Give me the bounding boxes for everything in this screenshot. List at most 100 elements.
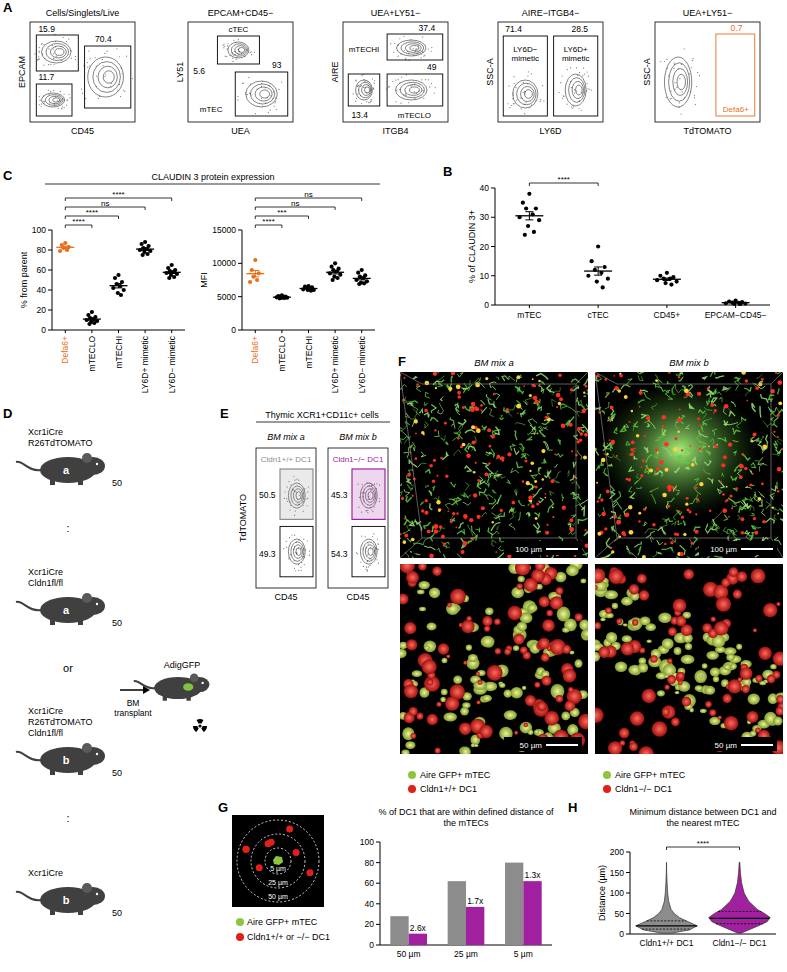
gfp-signal bbox=[507, 480, 511, 484]
text-line: % of DC1 that are within defined distanc… bbox=[378, 807, 554, 817]
gfp-signal bbox=[547, 470, 548, 475]
dc1-signal bbox=[556, 393, 561, 398]
thymus bbox=[183, 683, 193, 691]
figure: ABCDEFGHCells/Singlets/LiveCD45EPCAM15.9… bbox=[0, 0, 787, 972]
gfp-signal bbox=[704, 460, 711, 465]
gfp-signal bbox=[464, 383, 470, 391]
gfp-signal bbox=[752, 403, 756, 412]
dc1-signal bbox=[506, 408, 509, 411]
dc1-signal bbox=[542, 478, 545, 481]
event-dot bbox=[60, 91, 61, 92]
gfp-signal bbox=[400, 532, 401, 538]
mtec-surface bbox=[417, 590, 425, 595]
recipient-label: AdigGFP bbox=[164, 660, 201, 670]
gfp-signal bbox=[734, 430, 741, 434]
gfp-signal bbox=[405, 397, 408, 403]
gfp-signal bbox=[538, 407, 542, 411]
x-tick-label: Cldn1+/+ DC1 bbox=[640, 938, 694, 948]
y-tick bbox=[491, 275, 495, 276]
gfp-signal bbox=[578, 518, 587, 524]
event-dot bbox=[693, 58, 694, 59]
data-point bbox=[534, 206, 538, 210]
event-dot bbox=[273, 91, 274, 92]
gfp-signal bbox=[702, 557, 707, 558]
gfp-signal bbox=[482, 513, 487, 517]
event-dot bbox=[531, 104, 532, 105]
error-bar bbox=[732, 302, 740, 304]
event-dot bbox=[283, 548, 284, 549]
gfp-signal bbox=[421, 502, 424, 506]
dc1-signal bbox=[469, 518, 473, 522]
dc1-signal bbox=[579, 438, 582, 441]
dc1-surface bbox=[479, 725, 492, 738]
contour-line bbox=[576, 85, 583, 95]
event-dot bbox=[571, 87, 572, 88]
event-dot bbox=[265, 102, 266, 103]
event-dot bbox=[58, 108, 59, 109]
gate-percentage: 54.3 bbox=[331, 549, 348, 559]
mouse-tail bbox=[16, 602, 41, 610]
event-dot bbox=[376, 559, 377, 560]
significance-label: **** bbox=[72, 217, 84, 226]
dc1-signal bbox=[493, 393, 495, 395]
dc1-surface bbox=[523, 651, 531, 659]
gfp-signal bbox=[443, 543, 446, 547]
gfp-signal bbox=[416, 386, 421, 392]
text-line: mTECLO bbox=[398, 111, 431, 120]
dc1-surface bbox=[409, 707, 418, 716]
mouse-tail bbox=[16, 752, 41, 760]
event-dot bbox=[39, 96, 40, 97]
gfp-signal bbox=[574, 497, 581, 500]
data-point bbox=[526, 224, 530, 228]
gfp-signal bbox=[750, 494, 759, 501]
y-axis-line bbox=[380, 842, 381, 945]
dc1-signal bbox=[463, 541, 468, 546]
y-tick bbox=[48, 250, 52, 251]
dc1-signal bbox=[423, 434, 425, 436]
event-dot bbox=[434, 92, 435, 93]
event-dot bbox=[121, 73, 122, 74]
contour-line bbox=[359, 82, 372, 97]
contour-line bbox=[288, 539, 305, 564]
dc1-signal bbox=[535, 517, 538, 520]
mouse-group-letter: a bbox=[63, 464, 70, 476]
event-dot bbox=[298, 548, 299, 549]
gfp-signal bbox=[610, 516, 613, 519]
x-tick bbox=[308, 330, 309, 333]
event-dot bbox=[37, 59, 38, 60]
event-dot bbox=[366, 101, 367, 102]
quartile-line bbox=[709, 918, 769, 919]
significance-label: ns bbox=[304, 190, 312, 199]
gfp-signal bbox=[679, 372, 683, 375]
event-dot bbox=[90, 58, 91, 59]
gfp-signal bbox=[556, 454, 563, 458]
x-axis-label: CD45 bbox=[71, 126, 94, 136]
mean-line bbox=[136, 248, 154, 249]
gfp-signal bbox=[639, 400, 645, 403]
gfp-signal bbox=[766, 435, 768, 444]
y-tick-label: 40 bbox=[37, 285, 47, 295]
event-dot bbox=[53, 53, 54, 54]
dc1-signal bbox=[545, 531, 549, 535]
data-point bbox=[141, 253, 145, 257]
contour-line bbox=[103, 71, 114, 83]
event-dot bbox=[123, 89, 124, 90]
x-axis-label: UEA bbox=[231, 126, 250, 136]
event-dot bbox=[540, 99, 541, 100]
contour-line bbox=[405, 44, 421, 53]
mtec-surface bbox=[518, 576, 525, 582]
gfp-signal bbox=[514, 448, 519, 454]
gfp-signal bbox=[626, 441, 630, 445]
event-dot bbox=[57, 100, 58, 101]
event-dot bbox=[405, 94, 406, 95]
gfp-signal bbox=[587, 389, 588, 395]
event-dot bbox=[578, 108, 579, 109]
genotype-label: Xcr1iCre bbox=[28, 427, 63, 437]
y-tick bbox=[48, 330, 52, 331]
gfp-signal bbox=[405, 516, 411, 523]
dc1-signal bbox=[569, 518, 573, 522]
dc1-signal bbox=[559, 397, 563, 401]
gfp-signal bbox=[454, 450, 461, 456]
event-dot bbox=[356, 98, 357, 99]
event-dot bbox=[401, 77, 402, 78]
